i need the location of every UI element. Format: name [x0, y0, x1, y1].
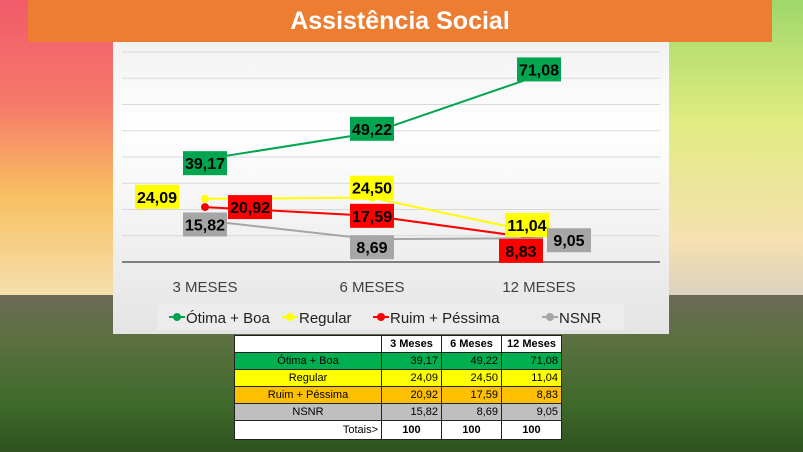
data-label-box — [517, 57, 561, 82]
cell: 39,17 — [381, 352, 442, 370]
cell: 8,83 — [501, 386, 562, 404]
table-header-cell: 6 Meses — [441, 335, 502, 353]
row-label: NSNR — [234, 403, 382, 421]
row-label: Ótima + Boa — [234, 352, 382, 370]
total-cell: 100 — [501, 420, 562, 440]
data-table: 3 Meses 6 Meses 12 Meses Ótima + Boa 39,… — [234, 335, 562, 440]
totals-label: Totais> — [234, 420, 382, 440]
background-sky-right — [663, 0, 803, 300]
data-label-box — [350, 235, 394, 260]
legend-label: NSNR — [559, 310, 602, 327]
data-label: 17,59 — [352, 209, 392, 226]
data-label: 24,09 — [137, 190, 177, 207]
data-label: 9,05 — [553, 233, 584, 250]
data-label-box — [350, 203, 394, 228]
data-label: 15,82 — [185, 217, 225, 234]
cell: 11,04 — [501, 369, 562, 387]
data-label-box — [228, 195, 272, 220]
data-label-box — [350, 175, 394, 200]
row-label: Ruim + Péssima — [234, 386, 382, 404]
slide-title: Assistência Social — [28, 0, 772, 42]
data-label: 20,92 — [230, 200, 270, 217]
cell: 24,09 — [381, 369, 442, 387]
data-label-box — [499, 238, 543, 263]
x-tick-label: 6 MESES — [339, 279, 404, 296]
row-label: Regular — [234, 369, 382, 387]
data-label: 39,17 — [185, 156, 225, 173]
table-row: Regular 24,09 24,50 11,04 — [234, 369, 562, 387]
table-header-cell — [234, 335, 382, 353]
total-cell: 100 — [381, 420, 442, 440]
table-row: NSNR 15,82 8,69 9,05 — [234, 403, 562, 421]
cell: 20,92 — [381, 386, 442, 404]
x-tick-label: 3 MESES — [172, 279, 237, 296]
table-header-row: 3 Meses 6 Meses 12 Meses — [234, 335, 562, 353]
data-point — [201, 194, 209, 203]
cell: 8,69 — [441, 403, 502, 421]
cell: 24,50 — [441, 369, 502, 387]
data-label-box — [183, 151, 227, 176]
data-label: 8,69 — [356, 240, 387, 257]
data-label: 71,08 — [519, 62, 559, 79]
legend-marker — [286, 313, 294, 321]
table-header-cell: 12 Meses — [501, 335, 562, 353]
legend-marker — [377, 313, 385, 321]
legend-label: Ruim + Péssima — [390, 310, 500, 327]
data-label-box — [547, 228, 591, 253]
table-header-cell: 3 Meses — [381, 335, 442, 353]
table-row: Ruim + Péssima 20,92 17,59 8,83 — [234, 386, 562, 404]
totals-row: Totais> 100 100 100 — [234, 420, 562, 440]
data-label: 8,83 — [505, 244, 536, 261]
cell: 9,05 — [501, 403, 562, 421]
table-row: Ótima + Boa 39,17 49,22 71,08 — [234, 352, 562, 370]
legend-marker — [173, 313, 181, 321]
legend-label: Regular — [299, 310, 352, 327]
data-point — [201, 203, 209, 212]
data-label-box — [350, 116, 394, 141]
data-label-box — [183, 212, 227, 237]
data-label: 24,50 — [352, 181, 392, 198]
cell: 15,82 — [381, 403, 442, 421]
x-tick-label: 12 MESES — [502, 279, 575, 296]
data-label-box — [135, 184, 179, 209]
total-cell: 100 — [441, 420, 502, 440]
data-label: 49,22 — [352, 122, 392, 139]
data-label-box — [505, 213, 549, 238]
background-sky-left — [0, 0, 130, 300]
cell: 17,59 — [441, 386, 502, 404]
cell: 49,22 — [441, 352, 502, 370]
cell: 71,08 — [501, 352, 562, 370]
legend-label: Ótima + Boa — [186, 310, 270, 327]
legend-marker — [546, 313, 554, 321]
data-label: 11,04 — [507, 218, 546, 235]
